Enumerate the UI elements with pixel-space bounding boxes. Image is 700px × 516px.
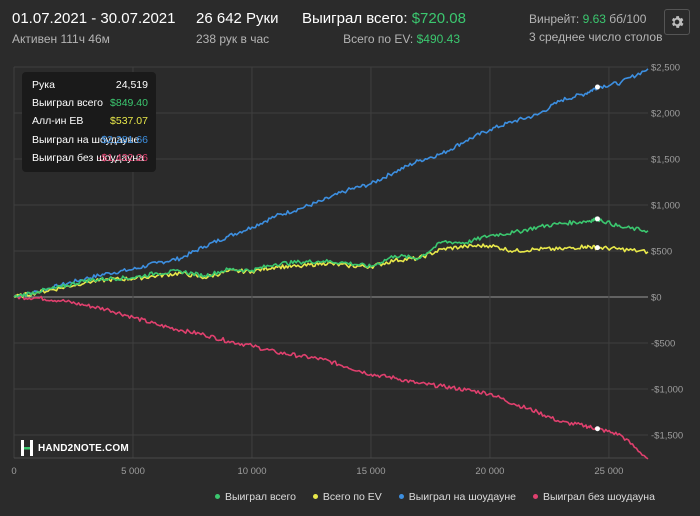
series-ev[interactable] [13, 243, 649, 299]
chart-series [13, 68, 649, 460]
ev-total-label: Всего по EV: [343, 32, 414, 46]
tooltip-label: Выиграл на шоудауне [32, 133, 140, 146]
legend-dot [215, 494, 220, 499]
won-total: Выиграл всего: $720.08 [302, 10, 466, 27]
y-tick-label: -$1,000 [651, 385, 683, 396]
tooltip-value: $2,281.66 [101, 133, 148, 146]
tooltip-value: $537.07 [110, 115, 148, 128]
hover-dot [594, 245, 600, 251]
tooltip-row-hand: Рука 24,519 [30, 76, 148, 94]
chart-legend: Выиграл всего Всего по EV Выиграл на шоу… [215, 490, 655, 503]
tooltip-label: Рука [32, 79, 55, 91]
winrate-unit: бб/100 [609, 12, 647, 26]
y-tick-label: $2,500 [651, 63, 680, 74]
legend-item-won-total[interactable]: Выиграл всего [215, 491, 296, 503]
x-tick-label: 25 000 [594, 466, 623, 477]
x-tick-label: 20 000 [475, 466, 504, 477]
y-tick-label: -$1,500 [651, 431, 683, 442]
y-axis-labels: $2,500 $2,000 $1,500 $1,000 $500 $0 -$500 -$1,0… [651, 63, 683, 442]
y-tick-label: -$500 [651, 339, 675, 350]
x-tick-label: 0 [11, 466, 16, 477]
tooltip-row-allin-ev: Алл-ин EB $537.07 [30, 112, 148, 130]
winrate: Винрейт: 9.63 бб/100 [529, 12, 646, 26]
x-axis-labels: 0 5 000 10 000 15 000 20 000 25 000 [11, 466, 623, 477]
x-tick-label: 10 000 [237, 466, 266, 477]
won-total-value: $720.08 [411, 10, 466, 27]
tooltip-row-showdown: Выиграл на шоудауне $2,281.66 [30, 131, 148, 149]
tooltip-row-won-total: Выиграл всего $849.40 [30, 94, 148, 112]
hands-count: 26 642 Руки [196, 10, 279, 27]
hover-markers [594, 84, 600, 432]
date-range[interactable]: 01.07.2021 - 30.07.2021 [12, 10, 176, 27]
legend-item-showdown[interactable]: Выиграл на шоудауне [398, 490, 517, 503]
chart-grid [13, 66, 648, 459]
y-tick-label: $1,000 [651, 201, 680, 212]
logo-text: HAND2NOTE.COM [38, 442, 129, 454]
legend-label: Выиграл всего [225, 490, 296, 503]
active-time: Активен 111ч 46м [12, 32, 110, 46]
tooltip-value: 24,519 [115, 79, 148, 91]
tooltip-label: Выиграл без шоудауна [32, 151, 144, 164]
y-tick-label: $2,000 [651, 109, 680, 120]
tooltip-value: $849.40 [110, 97, 148, 110]
series-showdown[interactable] [13, 68, 649, 299]
legend-item-non-showdown[interactable]: Выиграл без шоудауна [532, 490, 655, 503]
legend-label: Выиграл без шоудауна [542, 490, 655, 503]
tooltip-row-non-showdown: Выиграл без шоудауна -$1,432.26 [30, 149, 148, 167]
tooltip-label: Алл-ин EB [32, 115, 84, 128]
legend-dot [532, 494, 538, 499]
hands-per-hour: 238 рук в час [196, 32, 270, 46]
winrate-value: 9.63 [582, 12, 606, 26]
legend-item-ev[interactable]: Всего по EV [312, 490, 382, 503]
y-tick-label: $0 [651, 293, 662, 304]
legend-dot [312, 494, 318, 499]
hover-dot [594, 426, 600, 432]
avg-tables: 3 среднее число столов [529, 30, 663, 44]
legend-dot [398, 494, 404, 499]
ev-total: Всего по EV: $490.43 [343, 32, 460, 46]
won-total-label: Выиграл всего: [302, 10, 408, 27]
hover-dot [594, 84, 600, 90]
series-non-showdown[interactable] [13, 294, 649, 460]
series-won-total[interactable] [13, 216, 649, 298]
chart-tooltip: Рука 24,519 Выиграл всего $849.40 Алл-ин… [22, 72, 156, 172]
hand2note-logo: HAND2NOTE.COM [20, 439, 129, 457]
stats-header: 01.07.2021 - 30.07.2021 Активен 111ч 46м… [0, 0, 700, 58]
legend-label: Всего по EV [322, 490, 382, 503]
settings-button[interactable] [664, 9, 690, 35]
gear-icon [671, 16, 684, 28]
legend-label: Выиграл на шоудауне [408, 490, 517, 503]
tooltip-value: -$1,432.26 [97, 151, 148, 164]
tooltip-label: Выиграл всего [32, 97, 103, 110]
ev-total-value: $490.43 [416, 32, 460, 46]
hover-dot [594, 216, 600, 222]
x-tick-label: 15 000 [356, 466, 385, 477]
winrate-label: Винрейт: [529, 12, 580, 26]
y-tick-label: $500 [651, 247, 672, 258]
h-logo-icon [21, 440, 33, 456]
x-tick-label: 5 000 [121, 466, 145, 477]
y-tick-label: $1,500 [651, 155, 680, 166]
